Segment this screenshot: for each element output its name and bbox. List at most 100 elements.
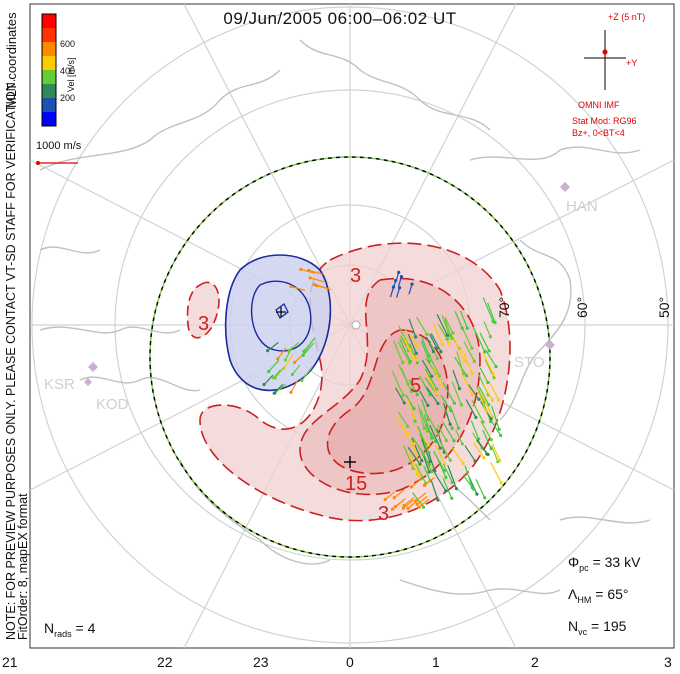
velocity-vector-origin	[427, 470, 431, 474]
velocity-vector-origin	[415, 393, 419, 397]
velocity-vector	[464, 445, 476, 462]
velocity-vector	[407, 334, 417, 354]
velocity-vector-origin	[312, 282, 316, 287]
mlt-label-3: 3	[664, 654, 672, 670]
velocity-vector	[476, 439, 488, 455]
velocity-vector	[425, 423, 437, 442]
velocity-vector	[283, 354, 294, 369]
velocity-vector-origin	[462, 359, 466, 363]
mlt-label-22: 22	[157, 654, 173, 670]
lat-label-70: 70°	[496, 296, 512, 318]
mlt-label-0: 0	[346, 654, 354, 670]
velocity-vector-origin	[435, 356, 440, 361]
velocity-vector	[461, 349, 473, 374]
velocity-vector-origin	[499, 433, 503, 438]
velocity-vector	[482, 429, 492, 449]
velocity-vector	[290, 285, 306, 292]
velocity-vector-origin	[289, 390, 293, 394]
velocity-vector-origin	[470, 346, 474, 350]
velocity-vector	[421, 398, 429, 420]
velocity-vector-origin	[448, 422, 452, 426]
velocity-vector-origin	[392, 496, 396, 500]
velocity-vector	[416, 495, 428, 505]
velocity-vector	[444, 316, 454, 334]
velocity-vector-origin	[489, 438, 493, 442]
velocity-vector	[392, 500, 403, 510]
velocity-vector-origin	[408, 359, 412, 364]
velocity-vector-origin	[444, 475, 448, 479]
velocity-vector-origin	[436, 401, 440, 406]
velocity-vector	[424, 377, 438, 395]
imf-source: OMNI IMF	[578, 100, 620, 110]
contour-label: 15	[345, 473, 367, 495]
velocity-vector	[273, 383, 284, 394]
velocity-vector-origin	[426, 403, 430, 407]
velocity-vector	[430, 333, 442, 353]
fit-order: FitOrder: 8, mapEX format	[16, 493, 30, 640]
velocity-vector-origin	[412, 415, 416, 419]
velocity-vector	[432, 323, 444, 345]
velocity-vector-origin	[484, 409, 489, 413]
velocity-vector-origin	[283, 358, 288, 362]
velocity-vector	[397, 411, 409, 427]
velocity-vector-origin	[475, 492, 479, 496]
velocity-vector-origin	[303, 348, 308, 352]
velocity-vector-origin	[433, 469, 437, 473]
velocity-vector	[476, 385, 485, 403]
velocity-vector-origin	[487, 349, 491, 353]
velocity-vector-origin	[427, 359, 431, 364]
potential-max-marker	[344, 456, 356, 468]
velocity-vector-origin	[440, 384, 444, 389]
velocity-vector-origin	[465, 326, 469, 330]
velocity-vector-origin	[437, 374, 441, 378]
velocity-vector	[273, 369, 281, 379]
velocity-vector	[468, 476, 478, 495]
lat-label-50: 50°	[656, 296, 672, 318]
velocity-vector	[433, 367, 443, 387]
velocity-vector	[487, 302, 496, 323]
mlt-label-23: 23	[253, 654, 269, 670]
velocity-vector	[301, 366, 313, 381]
velocity-vector-origin	[472, 359, 476, 363]
velocity-vector	[424, 357, 437, 374]
velocity-vector-origin	[423, 442, 428, 447]
velocity-vector	[460, 310, 468, 329]
velocity-vector-origin	[488, 335, 493, 339]
velocity-vector-origin	[401, 506, 405, 510]
velocity-vector	[314, 283, 329, 290]
velocity-vector	[407, 446, 421, 465]
velocity-vector-origin	[420, 459, 424, 463]
velocity-vector-origin	[415, 361, 419, 365]
velocity-vector	[399, 338, 411, 362]
colorbar-segment	[42, 70, 56, 85]
velocity-vector	[397, 341, 411, 364]
velocity-vector-origin	[262, 382, 266, 387]
velocity-vector-origin	[438, 446, 442, 450]
velocity-vector-origin	[401, 360, 405, 365]
velocity-vector-origin	[267, 369, 271, 374]
colorbar-label: Vel [m/s]	[66, 57, 76, 92]
velocity-vector-origin	[459, 403, 464, 407]
velocity-vector	[451, 446, 464, 464]
velocity-vector	[309, 277, 325, 283]
velocity-vector-origin	[473, 459, 477, 463]
velocity-vector	[435, 444, 446, 464]
velocity-vector	[482, 297, 494, 322]
velocity-vector	[420, 340, 430, 362]
velocity-vector	[483, 321, 492, 338]
velocity-vector-origin	[435, 387, 439, 391]
velocity-vector	[423, 465, 431, 481]
velocity-vector-origin	[436, 432, 441, 437]
negative-cell-min	[275, 303, 289, 319]
velocity-vector-origin	[276, 357, 280, 361]
velocity-vector	[430, 479, 439, 501]
velocity-vector	[403, 499, 414, 509]
velocity-vector	[401, 425, 414, 445]
phi-pc-stat: Φpc = 33 kV	[568, 554, 641, 573]
velocity-vector-origin	[452, 401, 456, 405]
velocity-vector	[484, 349, 497, 367]
velocity-vector	[403, 445, 414, 469]
svg-text:600: 600	[60, 39, 75, 49]
velocity-vector	[302, 342, 314, 356]
